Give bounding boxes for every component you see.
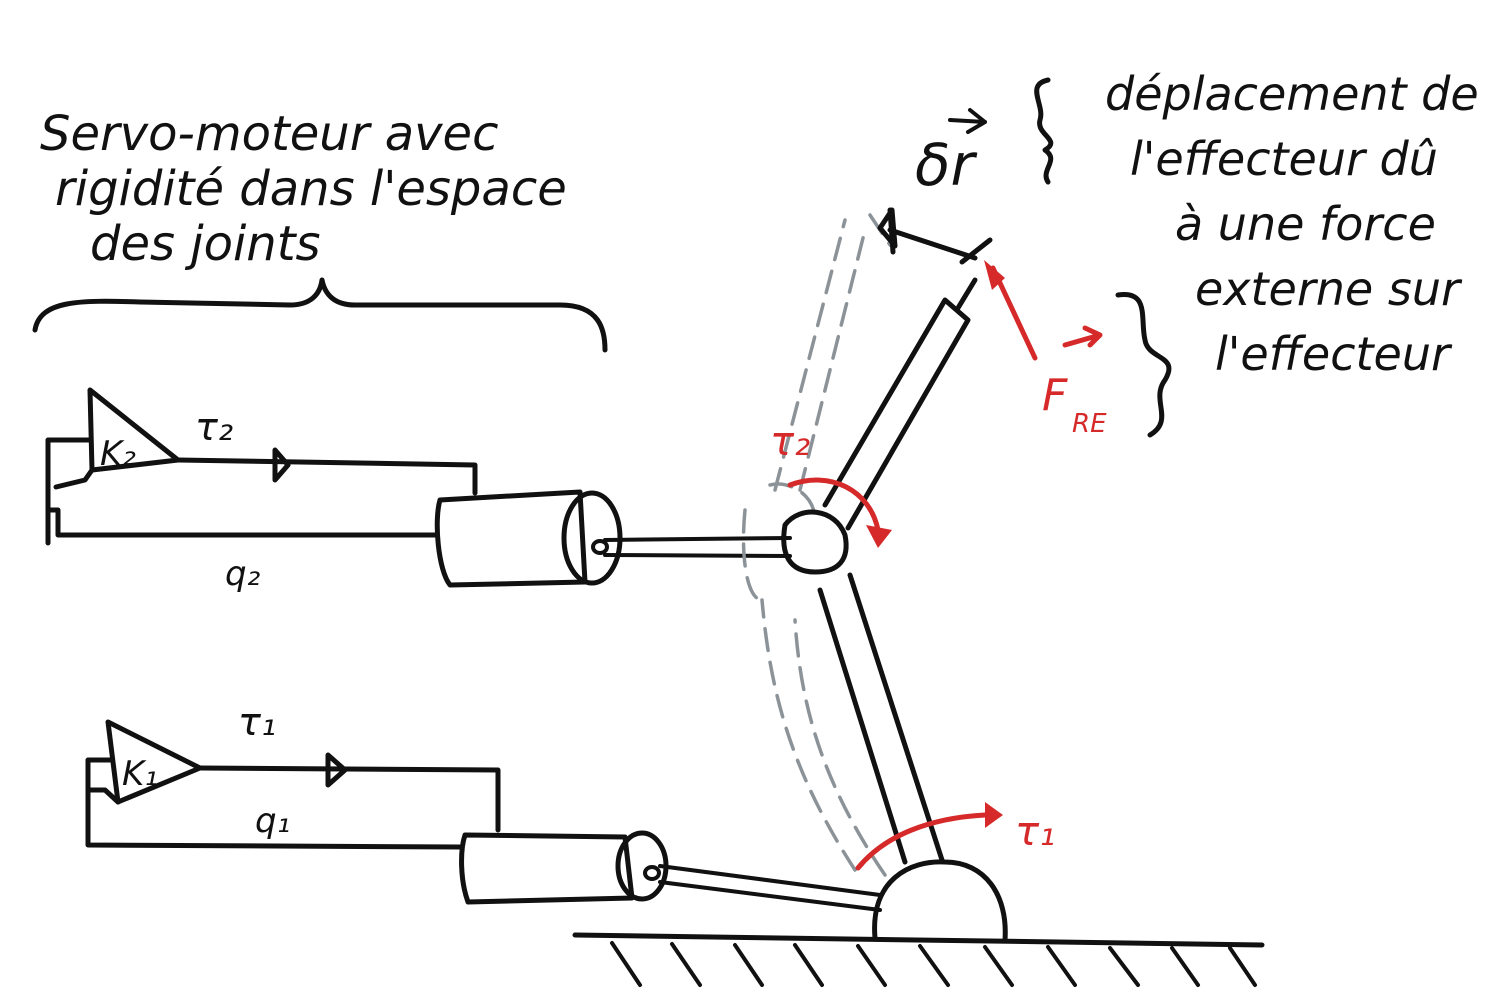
tau1-joint-label: τ₁: [1015, 809, 1055, 855]
q1-label: q₁: [255, 801, 290, 841]
ghost-arm: [741, 213, 892, 877]
displacement-line2: l'effecteur dû: [1130, 132, 1438, 186]
k1-triangle: [105, 719, 203, 805]
ground-line: [572, 932, 1265, 948]
base-joint: [872, 859, 1008, 943]
k1-label: K₁: [122, 754, 158, 794]
servo-brace: [32, 277, 608, 353]
tau2-joint-label: τ₂: [770, 419, 810, 465]
link-2: [822, 297, 971, 531]
q2-label: q₂: [225, 554, 261, 594]
servo-2-loop: K₂ τ₂ q₂: [45, 387, 792, 594]
tau2-servo-label: τ₂: [195, 405, 233, 449]
servo-1-loop: K₁ τ₁ q₁: [85, 700, 882, 912]
tau1-servo-label: τ₁: [238, 700, 276, 744]
displacement-line1: déplacement de: [1105, 67, 1479, 121]
displacement-line5: l'effecteur: [1215, 327, 1453, 381]
force-brace: [1115, 292, 1172, 438]
tau2-joint-arrow: [787, 477, 892, 548]
shaft-1: [658, 864, 882, 912]
ground-hatching: [610, 941, 1257, 987]
displacement-line4: externe sur: [1195, 262, 1463, 316]
motor-1-body: [459, 832, 635, 905]
shaft-2: [603, 536, 792, 558]
force-subscript: RE: [1072, 409, 1107, 439]
servo-title-line1: Servo-moteur avec: [40, 106, 498, 162]
robot-arm: [572, 207, 1265, 987]
delta-r-brace: [1034, 77, 1054, 185]
motor-2-body: [434, 489, 588, 588]
delta-r-label: δr: [915, 131, 977, 199]
servo-title-line3: des joints: [90, 216, 321, 272]
joint-2: [781, 509, 849, 575]
displacement-line3: à une force: [1175, 197, 1436, 251]
delta-r-marker: [887, 207, 993, 265]
servo-title-line2: rigidité dans l'espace: [55, 161, 567, 217]
link-1: [817, 572, 945, 865]
tau1-joint-arrow: [855, 802, 1003, 871]
force-arrow: [984, 260, 1038, 361]
k2-triangle: [87, 387, 181, 473]
force-label: F: [1042, 370, 1068, 421]
k2-label: K₂: [100, 434, 136, 474]
